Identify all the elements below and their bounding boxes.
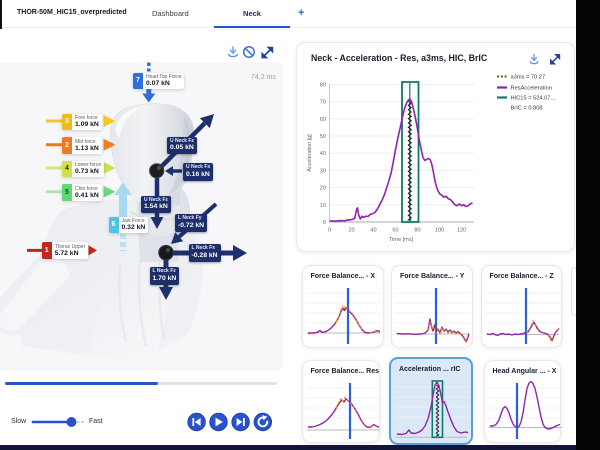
svg-text:BrIC = 0.808: BrIC = 0.808	[511, 106, 543, 112]
svg-text:60: 60	[320, 117, 326, 123]
svg-text:0: 0	[323, 220, 326, 226]
svg-text:100: 100	[435, 228, 444, 234]
svg-text:40: 40	[320, 151, 326, 157]
svg-text:a3ms = 70.27: a3ms = 70.27	[511, 75, 546, 81]
svg-text:10: 10	[320, 203, 326, 209]
svg-text:70: 70	[320, 100, 326, 106]
svg-text:20: 20	[320, 186, 326, 192]
svg-text:80: 80	[320, 82, 326, 88]
svg-text:Acceleration [g]: Acceleration [g]	[307, 134, 313, 172]
svg-text:30: 30	[320, 168, 326, 174]
svg-text:80: 80	[414, 228, 420, 234]
svg-text:40: 40	[370, 228, 376, 234]
svg-text:20: 20	[348, 228, 354, 234]
svg-text:0: 0	[328, 228, 331, 234]
svg-text:50: 50	[320, 134, 326, 140]
svg-text:Time [ms]: Time [ms]	[389, 237, 414, 243]
svg-text:60: 60	[392, 228, 398, 234]
svg-text:120: 120	[457, 228, 466, 234]
svg-text:HIC15 = 524.07...: HIC15 = 524.07...	[511, 96, 556, 102]
svg-text:ResAcceleration: ResAcceleration	[511, 86, 552, 92]
